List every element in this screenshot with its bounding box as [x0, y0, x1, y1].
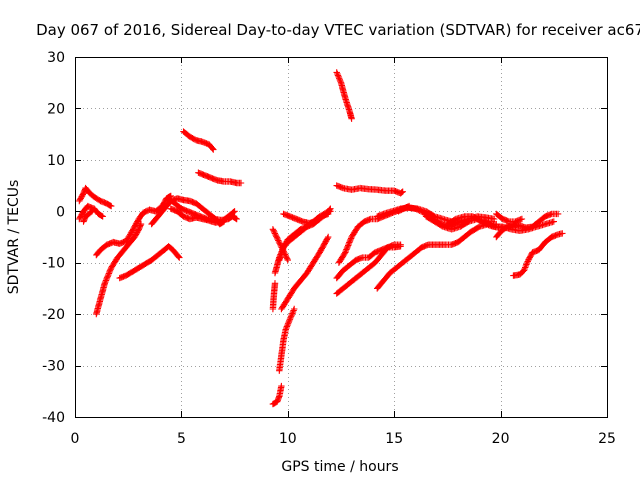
series-track-31 [510, 230, 566, 279]
x-tick-label: 20 [492, 431, 510, 447]
marker-track [280, 210, 332, 227]
marker-track [276, 305, 298, 374]
y-tick-label: 0 [56, 204, 65, 220]
series-track-14 [276, 305, 298, 374]
y-tick-label: -30 [42, 359, 65, 375]
marker-track [333, 69, 355, 122]
series-track-15 [278, 233, 332, 313]
series-track-09 [167, 205, 238, 226]
series-track-11 [195, 169, 245, 187]
series-track-05 [93, 192, 174, 259]
marker-track [93, 192, 174, 259]
marker-track [93, 220, 145, 318]
marker-track [374, 220, 500, 292]
x-tick-label: 25 [598, 431, 616, 447]
marker-track [195, 169, 245, 187]
marker-track [76, 184, 115, 210]
marker-track [278, 233, 332, 313]
marker-track [180, 128, 217, 153]
y-tick-label: 10 [47, 153, 65, 169]
marker-track [80, 208, 96, 225]
series-track-06 [116, 243, 183, 282]
series-track-21 [333, 182, 406, 197]
marker-track [76, 202, 106, 223]
series-track-20 [333, 69, 355, 122]
marker-track [116, 243, 183, 282]
y-tick-label: 20 [47, 101, 65, 117]
y-tick-label: 30 [47, 50, 65, 66]
series-track-13 [269, 280, 279, 313]
series-track-10 [180, 128, 217, 153]
marker-track [269, 382, 285, 408]
series-track-12 [269, 382, 285, 408]
x-tick-label: 10 [279, 431, 297, 447]
y-tick-label: -10 [42, 256, 65, 272]
marker-track [269, 280, 279, 313]
axis-ticks: 0 5 10 15 20 25 -40 -30 -20 -10 0 10 20 30 [42, 50, 616, 447]
marker-track [333, 182, 406, 197]
series-track-01 [76, 184, 115, 210]
series-track-03 [80, 208, 96, 225]
series-track-32 [493, 210, 526, 225]
marker-track [493, 210, 562, 241]
marker-track [510, 230, 566, 279]
series-track-30 [493, 210, 562, 241]
series-track-02 [76, 202, 106, 223]
x-tick-label: 5 [177, 431, 186, 447]
series-track-27 [374, 220, 500, 292]
data-marks [76, 69, 566, 408]
y-tick-label: -20 [42, 307, 65, 323]
x-axis-label: GPS time / hours [281, 459, 398, 475]
grid [75, 57, 607, 417]
marker-track [269, 226, 291, 264]
marker-track [167, 205, 238, 226]
series-track-04 [93, 220, 145, 318]
y-axis-label: SDTVAR / TECUs [6, 180, 22, 295]
x-tick-label: 0 [71, 431, 80, 447]
marker-track [333, 243, 404, 282]
series-track-19 [269, 226, 291, 264]
chart-title: Day 067 of 2016, Sidereal Day-to-day VTE… [36, 21, 640, 39]
y-tick-label: -40 [42, 410, 65, 426]
series-track-18 [280, 210, 332, 227]
x-tick-label: 15 [385, 431, 403, 447]
marker-track [493, 210, 526, 225]
series-track-23 [333, 243, 404, 282]
plot-frame [75, 57, 608, 418]
